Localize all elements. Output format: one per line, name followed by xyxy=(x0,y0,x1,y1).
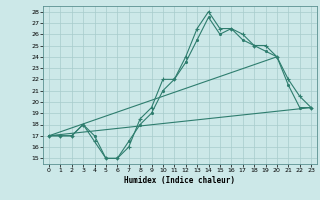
X-axis label: Humidex (Indice chaleur): Humidex (Indice chaleur) xyxy=(124,176,236,185)
